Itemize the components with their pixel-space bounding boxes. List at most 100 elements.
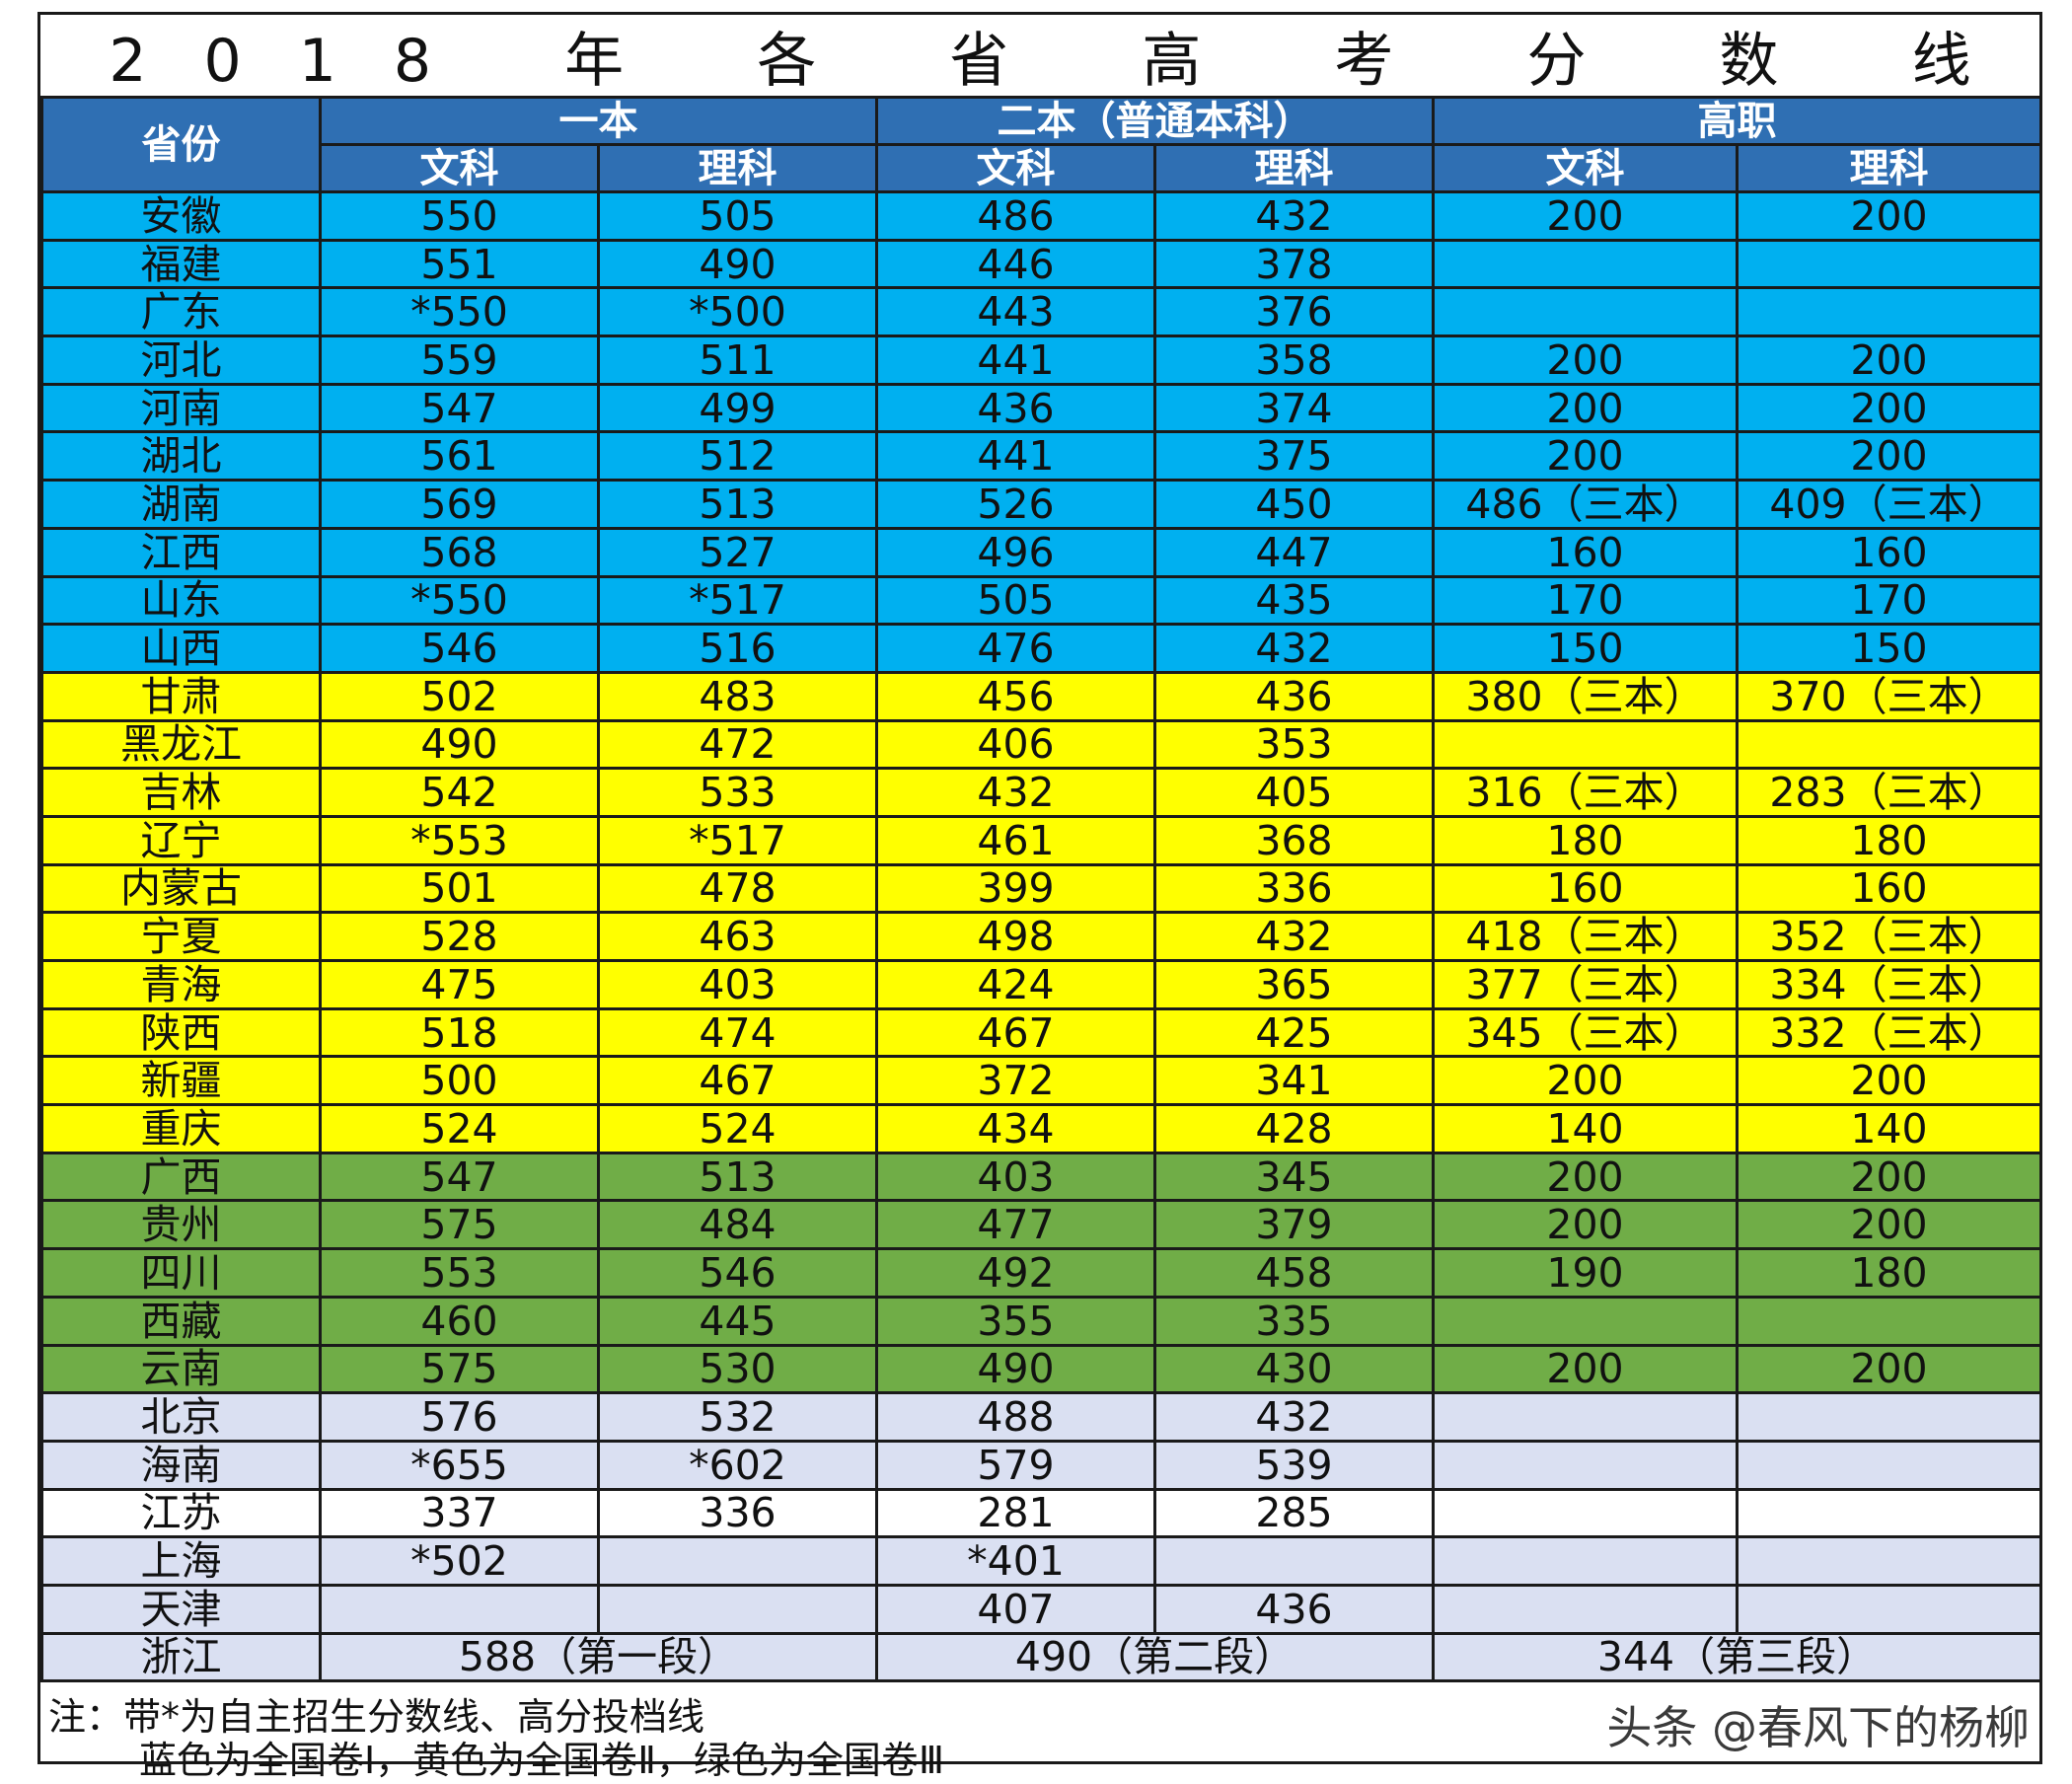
score-cell: 443: [875, 286, 1156, 338]
score-cell: 472: [597, 718, 878, 771]
score-cell: 475: [319, 959, 600, 1010]
score-cell: 336: [1153, 862, 1435, 915]
table-row: 云南 575 530 490 430 200 200: [40, 1343, 2042, 1395]
score-cell: 524: [597, 1103, 878, 1154]
score-cell: 542: [319, 767, 600, 818]
score-cell: 505: [875, 574, 1156, 627]
score-cell: [1736, 286, 2042, 338]
province-cell: 辽宁: [40, 814, 322, 866]
score-cell: *500: [597, 286, 878, 338]
score-cell: 458: [1153, 1247, 1435, 1299]
score-cell: 568: [319, 526, 600, 578]
table-row: 黑龙江 490 472 406 353: [40, 718, 2042, 771]
score-cell: 430: [1153, 1343, 1435, 1395]
score-cell: *553: [319, 814, 600, 866]
table-row: 西藏 460 445 355 335: [40, 1295, 2042, 1347]
score-cell: 546: [319, 623, 600, 674]
score-cell: 150: [1432, 623, 1739, 674]
segment-score-cell: 588（第一段）: [319, 1631, 878, 1683]
score-cell: 518: [319, 1006, 600, 1059]
score-cell: 335: [1153, 1295, 1435, 1347]
score-cell: 498: [875, 911, 1156, 962]
score-cell: 490: [319, 718, 600, 771]
score-cell: [319, 1583, 600, 1635]
score-cell: 446: [875, 238, 1156, 290]
score-table: 省份 一本 二本（普通本科） 高职 文科 理科 文科 理科 文科 理科 安徽 55…: [40, 96, 2042, 1683]
score-cell: 200: [1736, 1151, 2042, 1203]
score-cell: 550: [319, 190, 600, 242]
table-row: 甘肃 502 483 456 436 380（三本） 370（三本）: [40, 670, 2042, 722]
segment-score-cell: 344（第三段）: [1432, 1631, 2042, 1683]
score-cell: 341: [1153, 1055, 1435, 1107]
score-cell: 528: [319, 911, 600, 962]
score-cell: 200: [1736, 1199, 2042, 1251]
province-cell: 河南: [40, 382, 322, 434]
score-cell: 492: [875, 1247, 1156, 1299]
score-cell: 511: [597, 334, 878, 386]
score-cell: [1432, 286, 1739, 338]
score-cell: 467: [597, 1055, 878, 1107]
province-cell: 陕西: [40, 1006, 322, 1059]
province-cell: 天津: [40, 1583, 322, 1635]
score-cell: 530: [597, 1343, 878, 1395]
score-cell: 200: [1736, 334, 2042, 386]
score-cell: 336: [597, 1487, 878, 1539]
header-row-groups: 省份 一本 二本（普通本科） 高职: [40, 96, 2042, 193]
province-cell: 湖南: [40, 479, 322, 530]
score-cell: 406: [875, 718, 1156, 771]
table-row: 内蒙古 501 478 399 336 160 160: [40, 862, 2042, 915]
score-cell: 500: [319, 1055, 600, 1107]
score-cell: 432: [875, 767, 1156, 818]
province-cell: 浙江: [40, 1631, 322, 1683]
score-cell: 486（三本）: [1432, 479, 1739, 530]
score-cell: 403: [597, 959, 878, 1010]
province-cell: 安徽: [40, 190, 322, 242]
score-cell: 375: [1153, 430, 1435, 483]
table-row: 山东 *550 *517 505 435 170 170: [40, 574, 2042, 627]
score-cell: 476: [875, 623, 1156, 674]
score-cell: *401: [875, 1535, 1156, 1587]
table-row: 湖南 569 513 526 450 486（三本） 409（三本）: [40, 479, 2042, 530]
score-cell: 547: [319, 382, 600, 434]
score-cell: 140: [1432, 1103, 1739, 1154]
score-cell: 526: [875, 479, 1156, 530]
score-cell: 200: [1432, 382, 1739, 434]
table-row: 吉林 542 533 432 405 316（三本） 283（三本）: [40, 767, 2042, 818]
score-cell: 379: [1153, 1199, 1435, 1251]
score-cell: 474: [597, 1006, 878, 1059]
score-cell: 436: [875, 382, 1156, 434]
province-cell: 北京: [40, 1391, 322, 1443]
score-cell: 200: [1736, 1343, 2042, 1395]
score-cell: 374: [1153, 382, 1435, 434]
score-cell: 432: [1153, 190, 1435, 242]
score-cell: 441: [875, 430, 1156, 483]
score-cell: 569: [319, 479, 600, 530]
score-cell: 368: [1153, 814, 1435, 866]
score-cell: 533: [597, 767, 878, 818]
table-row: 北京 576 532 488 432: [40, 1391, 2042, 1443]
score-cell: 445: [597, 1295, 878, 1347]
table-row-zhejiang: 浙江 588（第一段） 490（第二段） 344（第三段）: [40, 1631, 2042, 1683]
score-cell: 190: [1432, 1247, 1739, 1299]
header-subject: 理科: [1736, 143, 2042, 193]
score-cell: 200: [1736, 190, 2042, 242]
score-cell: [1736, 1487, 2042, 1539]
score-cell: 140: [1736, 1103, 2042, 1154]
score-cell: 512: [597, 430, 878, 483]
score-cell: 436: [1153, 1583, 1435, 1635]
score-table-sheet: 2018 年 各 省 高 考 分 数 线 省份 一本 二本（普通本科） 高职 文…: [37, 12, 2042, 1782]
score-cell: [1432, 1583, 1739, 1635]
score-cell: 441: [875, 334, 1156, 386]
score-cell: 200: [1432, 1151, 1739, 1203]
score-cell: 353: [1153, 718, 1435, 771]
score-cell: [1432, 1535, 1739, 1587]
score-cell: 467: [875, 1006, 1156, 1059]
score-cell: 553: [319, 1247, 600, 1299]
score-cell: 160: [1432, 862, 1739, 915]
header-subject: 文科: [319, 143, 600, 193]
header-subject: 理科: [1153, 143, 1435, 193]
score-cell: 450: [1153, 479, 1435, 530]
score-cell: 418（三本）: [1432, 911, 1739, 962]
province-cell: 福建: [40, 238, 322, 290]
score-cell: 561: [319, 430, 600, 483]
